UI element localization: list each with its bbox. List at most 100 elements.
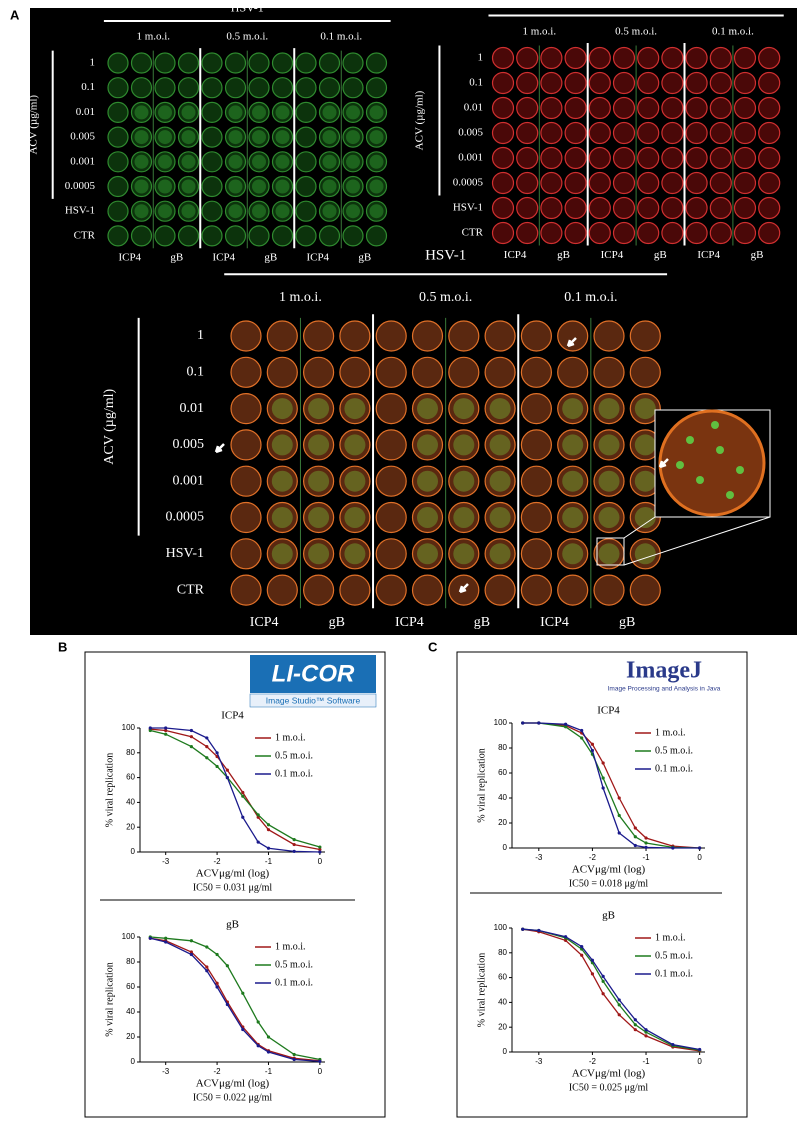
legend-label: 0.5 m.o.i. xyxy=(655,950,693,961)
row-axis-label: ACV (µg/ml) xyxy=(414,90,426,150)
y-tick-label: 60 xyxy=(498,973,507,982)
well xyxy=(709,46,732,70)
curve xyxy=(522,928,700,1051)
data-point xyxy=(318,1059,322,1063)
data-point xyxy=(644,1034,648,1038)
well xyxy=(588,171,611,195)
well xyxy=(177,101,200,124)
well-signal xyxy=(598,470,620,492)
well xyxy=(520,429,553,461)
well xyxy=(758,121,781,145)
arrow xyxy=(214,443,225,454)
well xyxy=(107,151,129,173)
row-label: 0.0005 xyxy=(453,177,484,189)
well xyxy=(685,46,708,70)
well xyxy=(107,225,129,247)
y-tick-label: 100 xyxy=(122,723,136,732)
well xyxy=(248,175,270,198)
well-signal xyxy=(344,507,366,528)
y-tick-label: 100 xyxy=(494,923,508,932)
well xyxy=(564,171,587,195)
well xyxy=(230,320,262,352)
well xyxy=(201,52,223,74)
legend-label: 1 m.o.i. xyxy=(275,941,306,952)
well xyxy=(224,126,247,148)
moi-label: 0.1 m.o.i. xyxy=(712,25,754,37)
inset-spot xyxy=(736,466,744,474)
well xyxy=(685,171,708,195)
well xyxy=(365,52,388,74)
well xyxy=(588,146,611,170)
data-point xyxy=(241,991,245,995)
inset-connector xyxy=(623,516,771,566)
well xyxy=(637,146,660,170)
data-point xyxy=(205,969,209,973)
well xyxy=(685,121,708,145)
well-signal xyxy=(346,130,360,145)
row-label: HSV-1 xyxy=(453,202,483,214)
row-label: CTR xyxy=(462,227,484,239)
well xyxy=(540,121,563,145)
well xyxy=(491,146,515,170)
data-point xyxy=(266,828,271,832)
data-point xyxy=(521,721,525,725)
column-label: ICP4 xyxy=(540,615,569,630)
well xyxy=(629,574,661,606)
well xyxy=(484,465,516,497)
well-signal xyxy=(275,179,290,194)
well xyxy=(709,96,732,120)
curve xyxy=(522,722,700,849)
data-point xyxy=(617,813,621,818)
well xyxy=(661,71,684,95)
row-label: 0.01 xyxy=(464,102,483,114)
row-label: HSV-1 xyxy=(166,546,204,561)
data-point xyxy=(671,846,675,850)
well-signal xyxy=(369,105,384,120)
data-point xyxy=(644,1030,648,1034)
x-tick-label: -2 xyxy=(589,1057,597,1066)
well-signal xyxy=(228,154,243,169)
well xyxy=(248,52,270,74)
well xyxy=(733,71,757,95)
well xyxy=(295,126,317,148)
annotation: IC50 = 0.031 μg/ml xyxy=(193,882,273,893)
well xyxy=(339,465,371,497)
x-tick-label: -2 xyxy=(214,857,222,866)
data-point xyxy=(521,927,525,931)
well xyxy=(266,538,298,570)
well xyxy=(557,429,589,461)
well xyxy=(154,101,176,124)
data-point xyxy=(266,1050,271,1054)
x-axis-label: ACVμg/ml (log) xyxy=(196,1078,270,1090)
well-signal xyxy=(346,179,360,194)
well-signal xyxy=(271,470,293,492)
well xyxy=(637,96,660,120)
well xyxy=(520,465,553,497)
well-signal xyxy=(271,434,293,456)
column-label: gB xyxy=(751,249,764,261)
well xyxy=(758,71,781,95)
y-tick-label: 100 xyxy=(122,932,136,941)
data-point xyxy=(164,732,168,736)
inset-source xyxy=(596,537,625,566)
logo-box xyxy=(250,655,376,693)
data-point xyxy=(205,745,209,749)
curve xyxy=(150,729,321,848)
well xyxy=(365,77,388,99)
data-point xyxy=(564,722,568,726)
well xyxy=(685,71,708,95)
x-axis-label: ACVμg/ml (log) xyxy=(572,864,646,876)
legend-label: 0.1 m.o.i. xyxy=(275,768,313,779)
data-point xyxy=(189,745,193,749)
well-signal xyxy=(252,204,266,219)
well xyxy=(661,46,684,70)
data-point xyxy=(617,796,621,800)
arrow xyxy=(566,337,577,348)
chart-title: gB xyxy=(602,910,615,922)
well xyxy=(685,196,708,220)
well xyxy=(758,221,781,245)
well xyxy=(224,225,247,247)
column-label: ICP4 xyxy=(504,249,527,261)
well xyxy=(685,146,708,170)
well-signal xyxy=(489,470,511,492)
